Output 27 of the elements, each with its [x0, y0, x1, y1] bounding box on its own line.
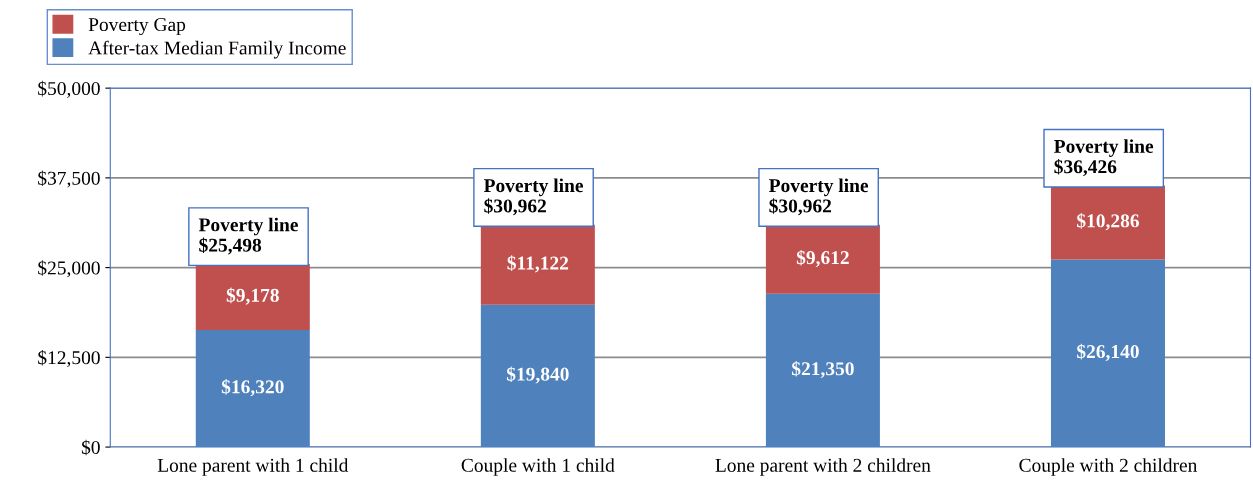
x-tick-label: Couple with 2 children — [1019, 458, 1198, 476]
bar — [195, 329, 310, 448]
data-label: $11,122 — [507, 255, 569, 273]
y-tick-label: $50,000 — [38, 80, 100, 98]
data-label: $16,320 — [221, 379, 284, 397]
annotation: Poverty line $30,962 — [483, 178, 583, 216]
annotation: Poverty line $36,426 — [1054, 139, 1154, 177]
data-label: $19,840 — [506, 366, 569, 384]
data-label: $9,612 — [796, 249, 849, 267]
bar — [1050, 259, 1165, 448]
data-label: $9,178 — [226, 287, 279, 305]
annotation: Poverty line $25,498 — [198, 217, 298, 255]
data-label: $26,140 — [1077, 343, 1139, 361]
data-label: $21,350 — [792, 361, 854, 379]
x-tick-label: Couple with 1 child — [461, 458, 615, 476]
bar — [765, 293, 880, 448]
x-tick-label: Lone parent with 1 child — [157, 458, 349, 476]
x-tick-label: Lone parent with 2 children — [715, 458, 931, 476]
y-tick-label: $37,500 — [38, 170, 100, 188]
legend-label: Poverty Gap — [88, 18, 186, 36]
y-tick-label: $25,000 — [38, 260, 100, 278]
y-tick-label: $12,500 — [38, 350, 100, 368]
bar — [480, 304, 595, 448]
y-tick-label: $0 — [81, 439, 100, 456]
legend-label: After-tax Median Family Income — [88, 40, 346, 59]
annotation: Poverty line $30,962 — [769, 178, 869, 216]
data-label: $10,286 — [1077, 213, 1139, 231]
